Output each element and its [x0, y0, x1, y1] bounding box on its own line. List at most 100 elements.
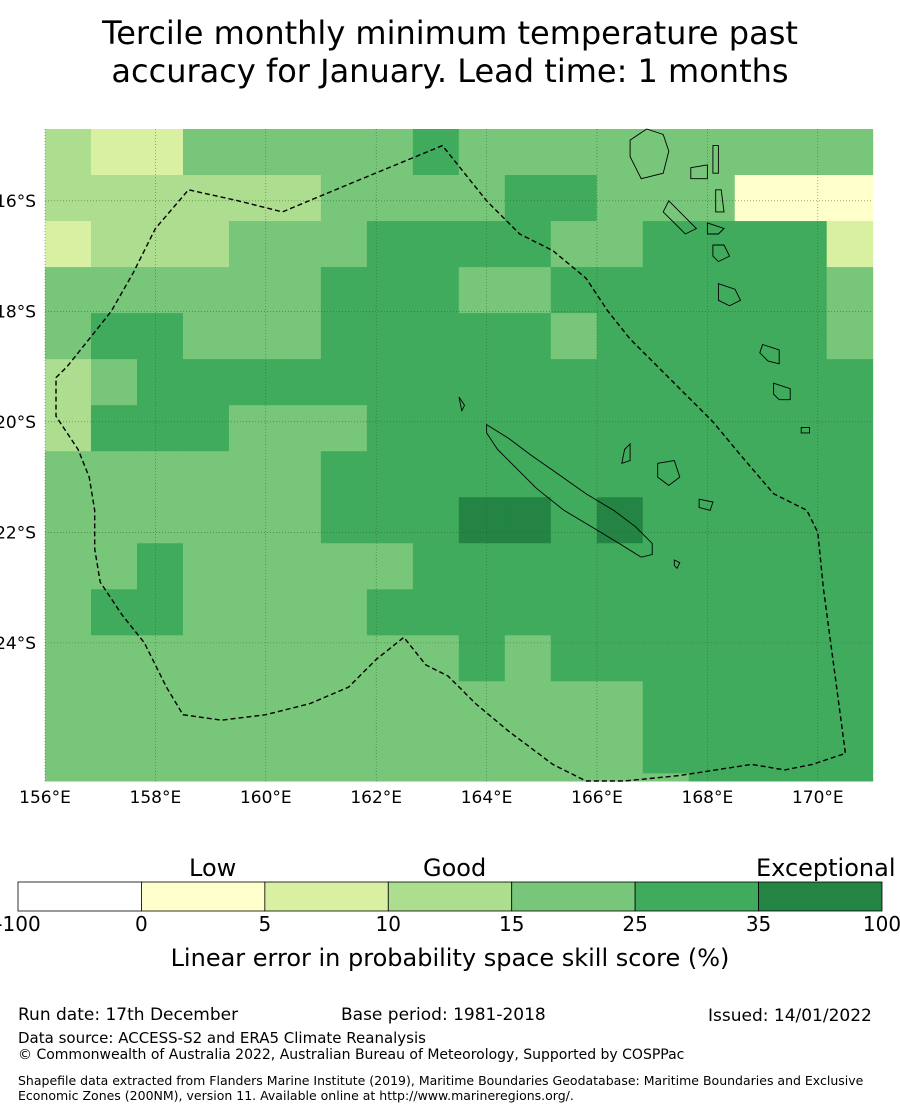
- lon-tick-label: 156°E: [19, 788, 71, 808]
- colorbar-swatch: [141, 881, 266, 912]
- skill-grid: [45, 129, 874, 782]
- shapefile-credit: Shapefile data extracted from Flanders M…: [18, 1073, 864, 1103]
- grid-cell: [320, 405, 368, 452]
- grid-cell: [228, 359, 276, 406]
- grid-cell: [320, 727, 368, 774]
- colorbar-swatch: [264, 881, 389, 912]
- grid-cell: [596, 773, 644, 782]
- grid-cell: [550, 681, 598, 728]
- grid-cell: [182, 313, 230, 360]
- grid-cell: [412, 405, 460, 452]
- grid-cell: [504, 359, 552, 406]
- grid-cell: [136, 221, 184, 268]
- grid-cell: [412, 497, 460, 544]
- grid-cell: [45, 681, 92, 728]
- grid-cell: [780, 221, 828, 268]
- island-outline: [773, 382, 791, 401]
- grid-cell: [366, 359, 414, 406]
- issued-date: Issued: 14/01/2022: [708, 1006, 872, 1026]
- grid-cell: [826, 313, 874, 360]
- colorbar-tick-label: -100: [0, 912, 41, 936]
- grid-cell: [366, 175, 414, 222]
- grid-cell: [136, 451, 184, 498]
- grid-cell: [642, 451, 690, 498]
- grid-cell: [45, 727, 92, 774]
- grid-cell: [228, 497, 276, 544]
- grid-cell: [642, 635, 690, 682]
- grid-cell: [182, 497, 230, 544]
- island-outline: [698, 498, 714, 511]
- grid-cell: [780, 773, 828, 782]
- grid-cell: [780, 359, 828, 406]
- grid-cell: [320, 313, 368, 360]
- grid-cell: [734, 543, 782, 590]
- grid-cell: [780, 451, 828, 498]
- grid-cell: [182, 405, 230, 452]
- grid-cell: [688, 267, 736, 314]
- grid-cell: [504, 313, 552, 360]
- lat-tick-label: 18°S: [0, 302, 36, 322]
- grid-cell: [504, 681, 552, 728]
- grid-cell: [642, 727, 690, 774]
- grid-cell: [274, 405, 322, 452]
- grid-cell: [642, 313, 690, 360]
- grid-cell: [458, 635, 506, 682]
- grid-cell: [596, 681, 644, 728]
- grid-cell: [45, 497, 92, 544]
- run-date: Run date: 17th December: [18, 1005, 239, 1025]
- grid-cell: [412, 267, 460, 314]
- grid-cell: [780, 129, 828, 176]
- grid-cell: [642, 221, 690, 268]
- island-outline: [662, 200, 698, 235]
- grid-cell: [550, 405, 598, 452]
- grid-cell: [45, 589, 92, 636]
- grid-cell: [136, 129, 184, 176]
- grid-cell: [642, 497, 690, 544]
- grid-cell: [320, 497, 368, 544]
- grid-cell: [228, 451, 276, 498]
- grid-cell: [182, 359, 230, 406]
- grid-cell: [45, 543, 92, 590]
- grid-cell: [45, 221, 92, 268]
- grid-cell: [182, 451, 230, 498]
- grid-cell: [550, 497, 598, 544]
- grid-cell: [596, 267, 644, 314]
- grid-cell: [826, 451, 874, 498]
- colorbar: [17, 881, 883, 912]
- grid-cell: [274, 313, 322, 360]
- colorbar-tick-label: 10: [375, 912, 402, 936]
- grid-cell: [136, 405, 184, 452]
- grid-cell: [642, 681, 690, 728]
- grid-cell: [274, 681, 322, 728]
- grid-cell: [45, 129, 92, 176]
- island-outline: [712, 145, 719, 174]
- grid-cell: [596, 175, 644, 222]
- grid-cell: [320, 267, 368, 314]
- grid-cell: [136, 359, 184, 406]
- grid-cell: [136, 497, 184, 544]
- grid-cell: [734, 313, 782, 360]
- grid-cell: [412, 681, 460, 728]
- grid-cell: [504, 451, 552, 498]
- grid-cell: [688, 405, 736, 452]
- grid-cell: [274, 589, 322, 636]
- grid-cell: [366, 681, 414, 728]
- island-outline: [706, 222, 725, 235]
- grid-cell: [228, 543, 276, 590]
- lon-tick-label: 164°E: [461, 788, 513, 808]
- grid-cell: [320, 175, 368, 222]
- grid-cell: [642, 129, 690, 176]
- grid-cell: [274, 773, 322, 782]
- lon-tick-labels: 156°E 158°E 160°E 162°E 164°E 166°E 168°E 170°E: [19, 788, 844, 808]
- grid-cell: [366, 313, 414, 360]
- colorbar-label-low: Low: [189, 854, 237, 882]
- grid-cell: [228, 681, 276, 728]
- grid-cell: [274, 359, 322, 406]
- grid-cell: [504, 497, 552, 544]
- grid-cell: [320, 451, 368, 498]
- grid-cell: [734, 129, 782, 176]
- grid-cell: [366, 589, 414, 636]
- islands: [458, 128, 810, 570]
- grid-cell: [826, 129, 874, 176]
- grid-cell: [45, 267, 92, 314]
